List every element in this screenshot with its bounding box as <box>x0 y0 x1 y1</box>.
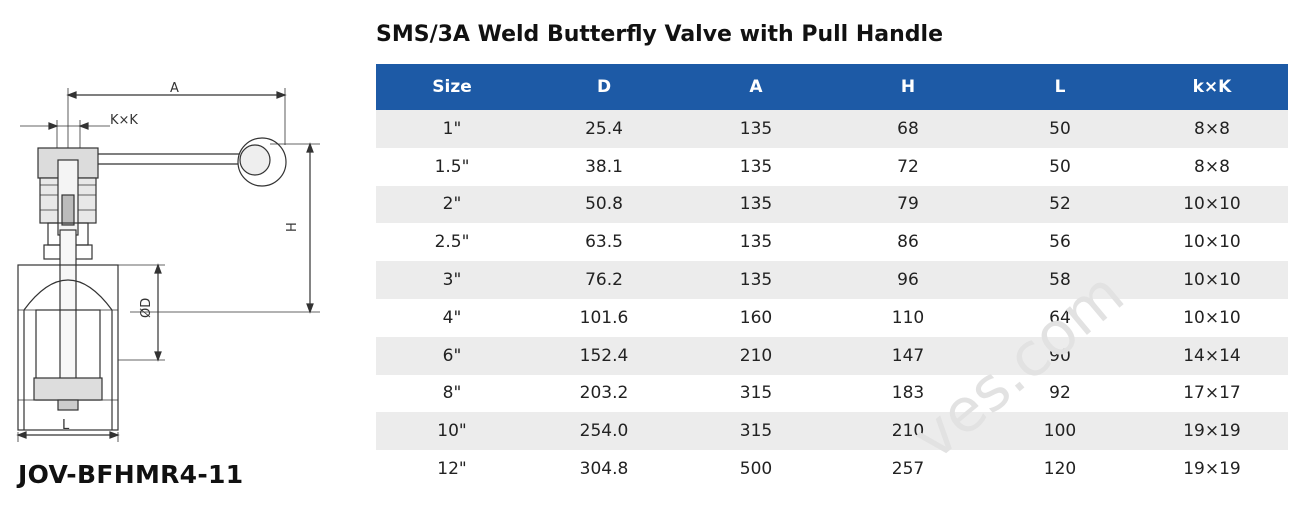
table-header-row: Size D A H L k×K <box>376 64 1288 110</box>
table-row: 1.5" 38.1 135 72 50 8×8 <box>376 148 1288 186</box>
dimension-l-label: L <box>62 418 70 433</box>
table-cell: 135 <box>680 110 832 148</box>
table-cell: 1.5" <box>434 156 470 177</box>
table-cell: 120 <box>1043 459 1077 480</box>
table-row: 8" 203.2 315 183 92 17×17 <box>376 375 1288 413</box>
table-cell: 183 <box>891 383 925 404</box>
table-cell: 135 <box>739 156 773 177</box>
table-cell: 19×19 <box>1183 459 1241 480</box>
table-row: 2" 50.8 135 79 52 10×10 <box>376 185 1288 224</box>
table-cell: 160 <box>739 307 773 328</box>
table-cell: 25.4 <box>528 110 680 148</box>
column-header: H <box>832 64 984 110</box>
table-cell: 96 <box>832 261 984 299</box>
table-cell: 50 <box>1049 156 1071 177</box>
page-title: SMS/3A Weld Butterfly Valve with Pull Ha… <box>376 22 943 47</box>
table-cell: 110 <box>891 307 925 328</box>
table-cell: 100 <box>984 412 1136 451</box>
dimension-d-label: ØD <box>139 298 154 318</box>
table-row: 3" 76.2 135 96 58 10×10 <box>376 261 1288 299</box>
table-cell: 12" <box>437 459 467 480</box>
table-cell: 52 <box>984 185 1136 224</box>
valve-technical-drawing: A K×K H ØD L <box>16 81 320 442</box>
table-cell: 58 <box>984 261 1136 299</box>
table-row: 4" 101.6 160 110 64 10×10 <box>376 299 1288 337</box>
column-header: L <box>984 64 1136 110</box>
table-row: 10" 254.0 315 210 100 19×19 <box>376 412 1288 451</box>
table-cell: 68 <box>832 110 984 148</box>
table-cell: 8×8 <box>1194 156 1230 177</box>
table-cell: 14×14 <box>1136 336 1288 375</box>
table-cell: 76.2 <box>528 261 680 299</box>
table-cell: 6" <box>376 336 528 375</box>
table-cell: 135 <box>680 185 832 224</box>
table-row: 2.5" 63.5 135 86 56 10×10 <box>376 223 1288 261</box>
table-cell: 38.1 <box>585 156 623 177</box>
table-cell: 4" <box>442 307 462 328</box>
table-cell: 64 <box>1049 307 1071 328</box>
table-cell: 10×10 <box>1183 307 1241 328</box>
table-cell: 56 <box>1049 232 1071 253</box>
table-cell: 101.6 <box>579 307 629 328</box>
column-header: D <box>528 64 680 110</box>
table-row: 6" 152.4 210 147 90 14×14 <box>376 336 1288 375</box>
table-cell: 1" <box>376 110 528 148</box>
dimension-h-label: H <box>285 222 300 232</box>
table-cell: 50.8 <box>528 185 680 224</box>
table-cell: 135 <box>739 232 773 253</box>
table-cell: 315 <box>739 383 773 404</box>
column-header: Size <box>376 64 528 110</box>
column-header: k×K <box>1136 64 1288 110</box>
table-cell: 152.4 <box>528 336 680 375</box>
table-cell: 254.0 <box>528 412 680 451</box>
table-cell: 92 <box>1049 383 1071 404</box>
table-cell: 315 <box>680 412 832 451</box>
table-cell: 3" <box>376 261 528 299</box>
table-cell: 10×10 <box>1136 185 1288 224</box>
table-cell: 50 <box>984 110 1136 148</box>
table-cell: 257 <box>891 459 925 480</box>
table-cell: 17×17 <box>1183 383 1241 404</box>
table-cell: 10×10 <box>1183 232 1241 253</box>
table-cell: 10×10 <box>1136 261 1288 299</box>
table-cell: 203.2 <box>579 383 629 404</box>
table-cell: 147 <box>832 336 984 375</box>
table-cell: 304.8 <box>579 459 629 480</box>
table-cell: 79 <box>832 185 984 224</box>
table-row: 1" 25.4 135 68 50 8×8 <box>376 110 1288 148</box>
table-cell: 8×8 <box>1136 110 1288 148</box>
specification-table: Size D A H L k×K 1" 25.4 135 68 50 8×8 1.5" 38.… <box>376 64 1288 488</box>
column-header: A <box>680 64 832 110</box>
table-cell: 90 <box>984 336 1136 375</box>
table-cell: 10" <box>376 412 528 451</box>
table-row: 12" 304.8 500 257 120 19×19 <box>376 450 1288 488</box>
table-cell: 2.5" <box>434 232 470 253</box>
table-cell: 500 <box>739 459 773 480</box>
table-cell: 210 <box>832 412 984 451</box>
table-cell: 135 <box>680 261 832 299</box>
table-cell: 19×19 <box>1136 412 1288 451</box>
table-cell: 63.5 <box>585 232 623 253</box>
model-number: JOV-BFHMR4-11 <box>18 460 244 489</box>
table-cell: 86 <box>897 232 919 253</box>
table-cell: 8" <box>442 383 462 404</box>
dimension-a-label: A <box>170 81 179 96</box>
table-cell: 72 <box>897 156 919 177</box>
table-cell: 210 <box>680 336 832 375</box>
table-cell: 2" <box>376 185 528 224</box>
dimension-kk-label: K×K <box>110 113 138 128</box>
